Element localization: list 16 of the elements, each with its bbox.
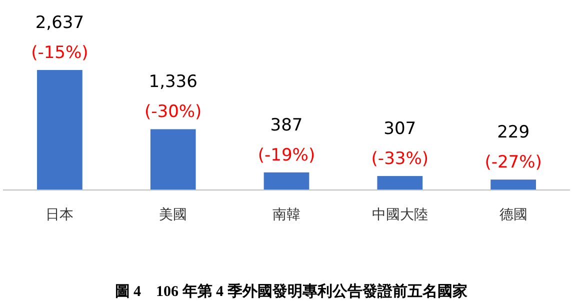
annotation: (-33%) <box>371 149 428 170</box>
annotation: (-30%) <box>144 102 202 122</box>
x-tick-label: 南韓 <box>272 207 300 223</box>
data-label: 229 <box>497 122 530 143</box>
data-label: 307 <box>384 119 416 140</box>
data-label: 2,637 <box>35 13 84 33</box>
x-tick-label: 美國 <box>159 207 188 223</box>
data-label: 387 <box>270 115 303 136</box>
data-label: 1,336 <box>148 72 198 92</box>
annotation: (-15%) <box>31 43 88 63</box>
annotation: (-19%) <box>258 145 316 166</box>
annotation: (-27%) <box>484 152 542 173</box>
x-tick-label: 日本 <box>46 207 74 223</box>
x-tick-label: 中國大陸 <box>372 207 428 223</box>
text: 圖 4 106 年第 4 季外國發明專利公告發證前五名國家 <box>114 282 468 300</box>
x-tick-label: 德國 <box>499 207 528 223</box>
